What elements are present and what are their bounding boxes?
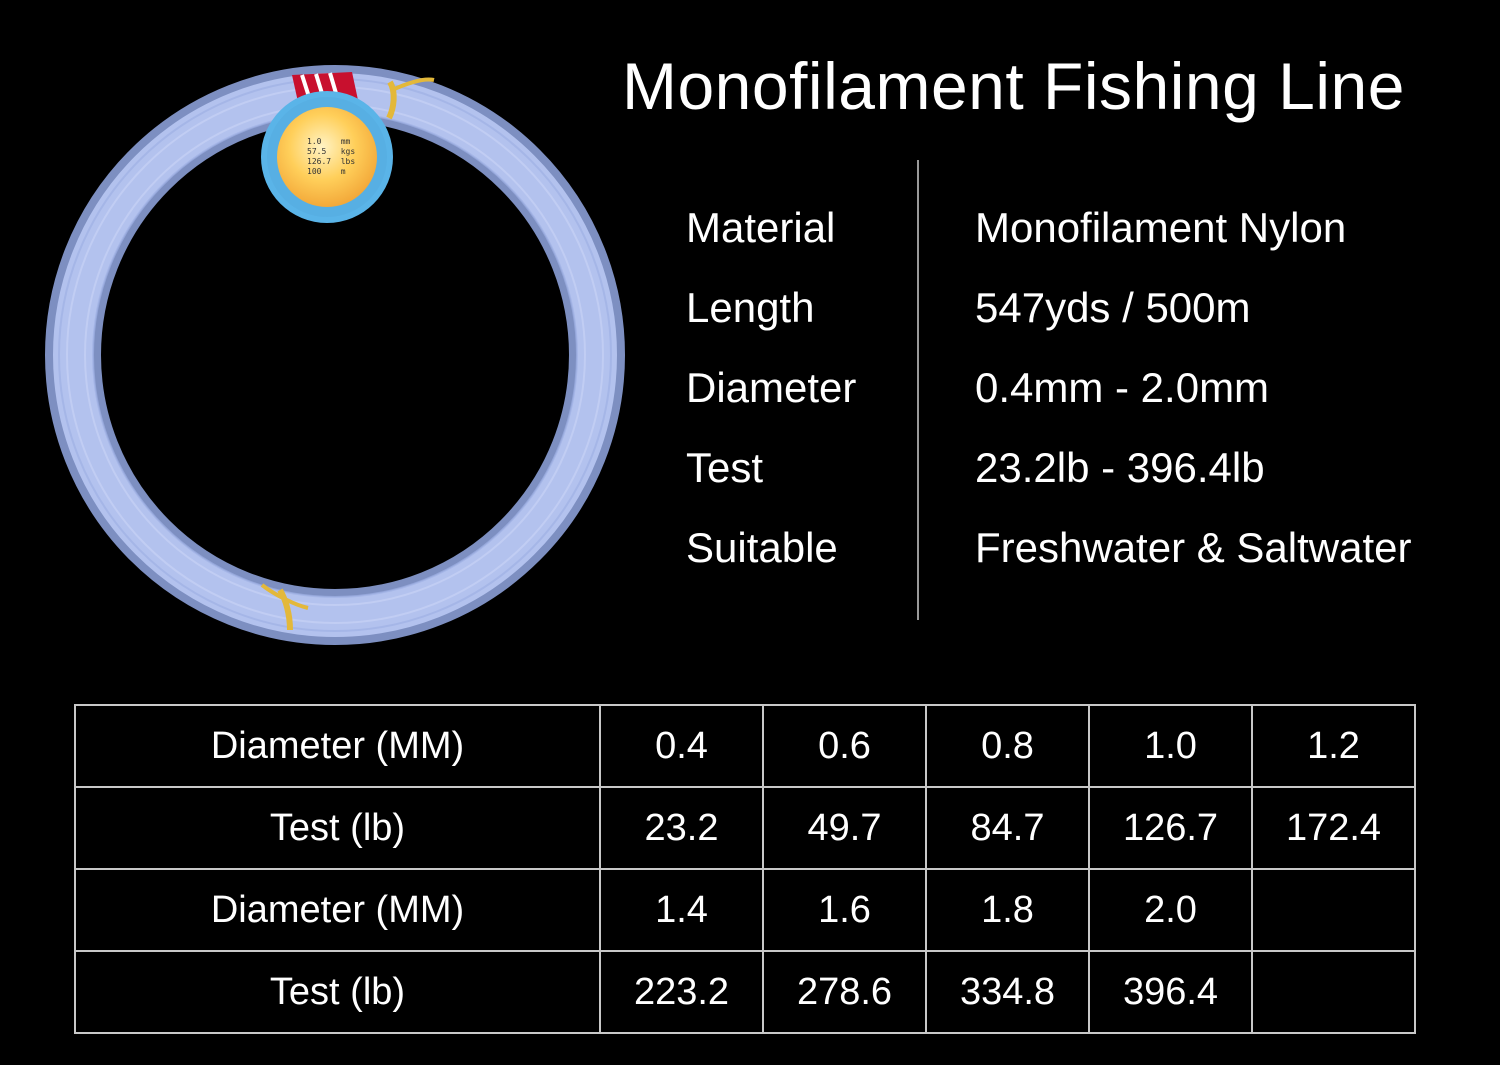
table-cell: [1251, 950, 1416, 1034]
table-cell: 223.2: [599, 950, 764, 1034]
spec-label: Test: [686, 444, 764, 491]
spec-row-test: Test 23.2lb - 396.4lb: [686, 430, 1486, 510]
label-text-line: 57.5 kgs: [307, 147, 355, 156]
table-row: Test (lb) 23.2 49.7 84.7 126.7 172.4: [74, 786, 1416, 870]
table-row: Diameter (MM) 0.4 0.6 0.8 1.0 1.2: [74, 704, 1416, 788]
table-cell: 1.8: [925, 868, 1090, 952]
table-cell: 84.7: [925, 786, 1090, 870]
table-row: Test (lb) 223.2 278.6 334.8 396.4: [74, 950, 1416, 1034]
spec-value: 0.4mm - 2.0mm: [975, 364, 1270, 411]
table-cell: 2.0: [1088, 868, 1253, 952]
spec-value: Freshwater & Saltwater: [975, 524, 1412, 571]
table-cell: 23.2: [599, 786, 764, 870]
spec-row-material: Material Monofilament Nylon: [686, 190, 1486, 270]
table-row: Diameter (MM) 1.4 1.6 1.8 2.0: [74, 868, 1416, 952]
label-text-line: 1.0 mm: [307, 137, 351, 146]
table-cell: 126.7: [1088, 786, 1253, 870]
spec-value: 547yds / 500m: [975, 284, 1251, 331]
spec-row-suitable: Suitable Freshwater & Saltwater: [686, 510, 1486, 590]
spec-row-length: Length 547yds / 500m: [686, 270, 1486, 350]
spec-label: Material: [686, 204, 836, 251]
page-title: Monofilament Fishing Line: [622, 49, 1405, 123]
table-row-header: Test (lb): [74, 950, 601, 1034]
table-cell: 0.6: [762, 704, 927, 788]
gold-tie-icon: [386, 77, 435, 120]
gold-tie-icon: [260, 583, 309, 631]
label-text-line: 126.7 lbs: [307, 157, 355, 166]
spec-divider: [917, 160, 919, 620]
diameter-test-table: Diameter (MM) 0.4 0.6 0.8 1.0 1.2 Test (…: [74, 704, 1416, 1034]
fishing-line-coil-image: 1.0 mm 57.5 kgs 126.7 lbs 100 m: [45, 65, 625, 645]
table-cell: 396.4: [1088, 950, 1253, 1034]
table-cell: 172.4: [1251, 786, 1416, 870]
table-cell: 1.4: [599, 868, 764, 952]
table-cell: 1.0: [1088, 704, 1253, 788]
spool-label: 1.0 mm 57.5 kgs 126.7 lbs 100 m: [261, 72, 393, 223]
spec-label: Suitable: [686, 524, 838, 571]
table-cell: 278.6: [762, 950, 927, 1034]
spec-label: Length: [686, 284, 815, 331]
table-cell: [1251, 868, 1416, 952]
table-cell: 334.8: [925, 950, 1090, 1034]
table-cell: 0.4: [599, 704, 764, 788]
spec-value: 23.2lb - 396.4lb: [975, 444, 1265, 491]
spec-value: Monofilament Nylon: [975, 204, 1347, 251]
table-cell: 1.2: [1251, 704, 1416, 788]
spec-list: Material Monofilament Nylon Length 547yd…: [686, 160, 1486, 630]
label-text-line: 100 m: [307, 167, 346, 176]
table-row-header: Diameter (MM): [74, 868, 601, 952]
spec-row-diameter: Diameter 0.4mm - 2.0mm: [686, 350, 1486, 430]
table-cell: 49.7: [762, 786, 927, 870]
table-row-header: Diameter (MM): [74, 704, 601, 788]
spec-label: Diameter: [686, 364, 857, 411]
table-cell: 1.6: [762, 868, 927, 952]
table-row-header: Test (lb): [74, 786, 601, 870]
table-cell: 0.8: [925, 704, 1090, 788]
